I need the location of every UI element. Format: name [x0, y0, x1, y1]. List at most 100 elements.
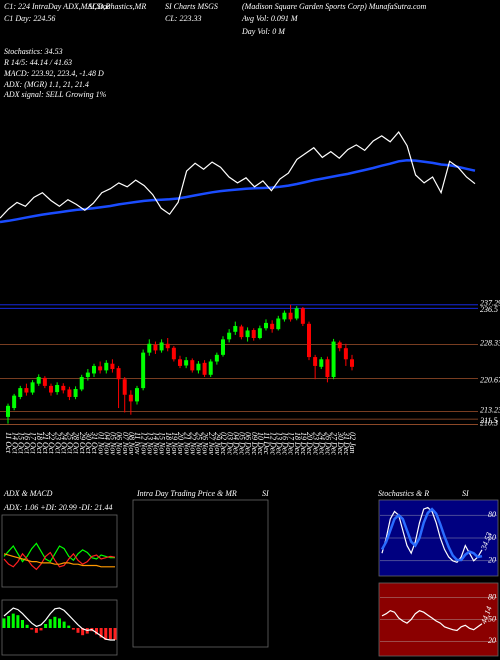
indicator-line	[3, 553, 115, 568]
macd-bar	[67, 625, 71, 628]
x-tick-label: 01 Nov	[96, 432, 105, 455]
candle-body	[313, 357, 318, 366]
candle-body	[85, 372, 90, 378]
x-tick-label: 05 Dec	[238, 432, 247, 455]
candle-body	[257, 328, 262, 339]
macd-bar	[104, 628, 108, 640]
macd-bar	[7, 616, 11, 628]
x-tick-label: 02 Jan	[348, 432, 357, 454]
x-tick-label: 06 Dec	[244, 432, 253, 455]
x-tick-label: 05 Nov	[109, 432, 118, 455]
macd-bar	[58, 618, 61, 628]
macd-bar	[108, 628, 112, 640]
macd-bar	[25, 624, 29, 628]
candle-body	[147, 343, 152, 353]
x-tick-label: 25 Oct	[66, 432, 75, 454]
candle-body	[276, 318, 281, 330]
x-tick-label: 15 Oct	[16, 432, 25, 454]
candle-body	[343, 348, 348, 360]
candle-body	[307, 323, 311, 358]
candle-body	[300, 308, 305, 324]
candle-body	[171, 347, 176, 360]
x-tick-label: 18 Dec	[293, 432, 302, 455]
x-tick-label: 12 Nov	[139, 432, 148, 455]
candle-body	[282, 312, 287, 320]
y-tick-label: 80	[488, 510, 496, 519]
macd-bar	[71, 628, 75, 630]
candle-body	[337, 342, 342, 349]
candle-body	[49, 385, 53, 393]
x-tick-label: 21 Nov	[182, 432, 191, 455]
candle-body	[135, 388, 139, 402]
macd-bar	[39, 628, 43, 631]
x-tick-label: 19 Nov	[170, 432, 179, 455]
y-tick-label: 213.23	[480, 405, 500, 414]
x-tick-label: 31 Dec	[342, 431, 351, 455]
panel-title: SI	[462, 489, 469, 498]
x-tick-label: 22 Oct	[47, 432, 56, 454]
candle-body	[227, 332, 232, 340]
header-text: Day Vol: 0 M	[241, 27, 286, 36]
x-tick-label: 18 Nov	[164, 432, 173, 455]
x-tick-label: 04 Dec	[231, 432, 240, 455]
candle-body	[110, 363, 115, 370]
candle-body	[36, 377, 41, 384]
x-tick-label: 26 Nov	[201, 432, 210, 455]
macd-bar	[34, 628, 38, 633]
candle-body	[116, 368, 121, 380]
candle-body	[331, 341, 336, 378]
x-tick-label: 09 Dec	[250, 432, 259, 455]
x-tick-label: 26 Dec	[324, 432, 333, 455]
header-text: SI,Stochastics,MR	[88, 2, 146, 11]
candle-body	[319, 359, 324, 367]
moving-average-line	[0, 158, 476, 224]
y-tick-label: 210.3	[480, 418, 498, 427]
macd-bar	[62, 621, 66, 628]
macd-bar	[53, 616, 57, 628]
x-tick-label: 20 Nov	[176, 432, 185, 455]
candle-body	[61, 385, 66, 391]
stat-text: MACD: 223.92, 223.4, -1.48 D	[3, 69, 104, 78]
candle-body	[233, 326, 238, 332]
panel-title: Intra Day Trading Price & MR	[136, 489, 237, 498]
y-tick-label: 211.5	[480, 416, 497, 425]
x-tick-label: 24 Oct	[59, 432, 68, 454]
macd-bar	[11, 613, 15, 628]
candle-body	[92, 365, 96, 374]
x-tick-label: 18 Oct	[35, 432, 44, 454]
x-tick-label: 21 Oct	[41, 432, 50, 454]
x-tick-label: 24 Dec	[317, 432, 326, 455]
macd-bar	[2, 618, 6, 628]
y-tick-label: 228.33	[480, 338, 500, 347]
candle-body	[288, 312, 293, 320]
stat-text: R 14/5: 44.14 / 41.63	[3, 58, 72, 67]
macd-bar	[16, 615, 20, 628]
candle-body	[159, 342, 164, 351]
candle-body	[128, 394, 133, 402]
candle-body	[24, 388, 29, 393]
x-tick-label: 30 Oct	[84, 431, 93, 454]
candle-body	[122, 379, 127, 395]
x-tick-label: 25 Nov	[195, 432, 204, 455]
x-tick-label: 11 Dec	[262, 432, 271, 455]
x-tick-label: 13 Dec	[274, 432, 283, 455]
x-tick-label: 29 Nov	[213, 432, 222, 455]
y-tick-label: 20	[488, 636, 496, 645]
x-tick-label: 10 Dec	[256, 432, 265, 455]
x-tick-label: 02 Dec	[219, 432, 228, 455]
header-text: (Madison Square Garden Sports Corp) Muna…	[242, 2, 427, 11]
candle-body	[350, 359, 354, 367]
y-tick-label: 220.67	[480, 375, 500, 384]
x-tick-label: 16 Oct	[23, 432, 32, 454]
header-text: C1: 224 IntraDay ADX,MACD,B	[4, 2, 110, 11]
x-tick-label: 13 Nov	[145, 432, 154, 455]
candle-body	[325, 359, 330, 378]
candle-body	[141, 352, 146, 389]
header-text: CL: 223.33	[165, 14, 201, 23]
panel-title: SI	[262, 489, 269, 498]
panel-frame	[1, 514, 118, 588]
candle-body	[73, 388, 78, 397]
x-tick-label: 06 Nov	[115, 432, 124, 455]
x-tick-label: 04 Nov	[102, 432, 111, 455]
x-tick-label: 23 Dec	[311, 432, 320, 455]
